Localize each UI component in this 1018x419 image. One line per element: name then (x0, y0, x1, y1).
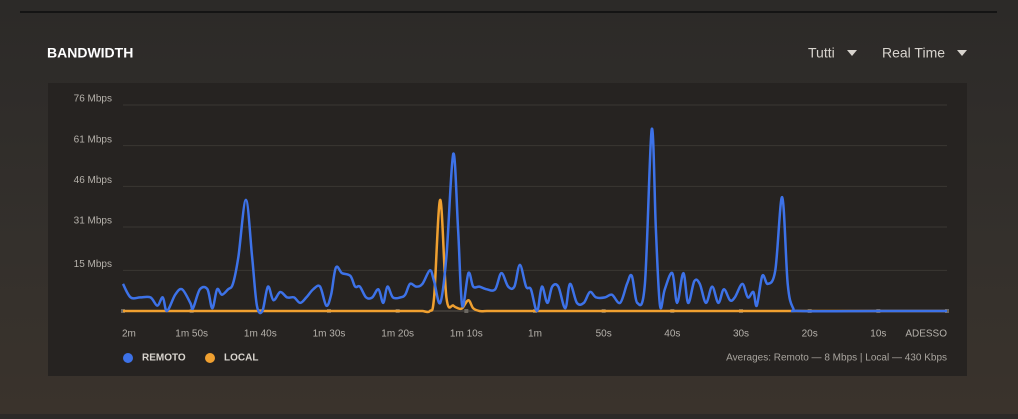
series-line (121, 127, 947, 315)
averages-note: Averages: Remoto — 8 Mbps | Local — 430 … (726, 353, 947, 364)
y-tick-label: 61 Mbps (74, 134, 112, 145)
legend-label: LOCAL (224, 353, 258, 364)
chart-panel (48, 83, 967, 376)
dropdown-arrow[interactable] (847, 50, 857, 56)
legend-label: REMOTO (142, 353, 186, 364)
x-tick-label: 50s (596, 329, 612, 340)
x-tick-label: 1m 50s (175, 329, 208, 340)
y-tick-label: 15 Mbps (74, 259, 112, 270)
x-tick-label: 1m (528, 329, 542, 340)
series-line (123, 198, 947, 314)
plot: 15 Mbps 31 Mbps 46 Mbps 61 Mbps 76 Mbps 2m 1m … (74, 94, 949, 364)
filter-label[interactable]: Tutti (808, 45, 835, 61)
filter-dropdown[interactable]: Tutti (808, 45, 857, 61)
x-tick-label: 30s (733, 329, 749, 340)
legend-swatch (123, 353, 133, 363)
widget-title: BANDWIDTH (47, 45, 133, 61)
range-dropdown[interactable]: Real Time (882, 45, 967, 61)
x-tick-label: 1m 40s (244, 329, 277, 340)
dropdown-arrow[interactable] (957, 50, 967, 56)
y-tick-label: 46 Mbps (74, 175, 112, 186)
x-tick-label: 10s (870, 329, 886, 340)
x-tick-label: 1m 10s (450, 329, 483, 340)
y-tick-label: 76 Mbps (74, 94, 112, 105)
x-tick-label: 40s (664, 329, 680, 340)
x-tick-mark (464, 309, 469, 313)
x-tick-label: ADESSO (905, 329, 947, 340)
range-label[interactable]: Real Time (882, 45, 945, 61)
x-tick-label: 20s (802, 329, 818, 340)
x-tick-label: 1m 30s (313, 329, 346, 340)
x-tick-label: 2m (122, 329, 136, 340)
x-tick-label: 1m 20s (381, 329, 414, 340)
y-tick-label: 31 Mbps (74, 216, 112, 227)
legend-swatch (205, 353, 215, 363)
